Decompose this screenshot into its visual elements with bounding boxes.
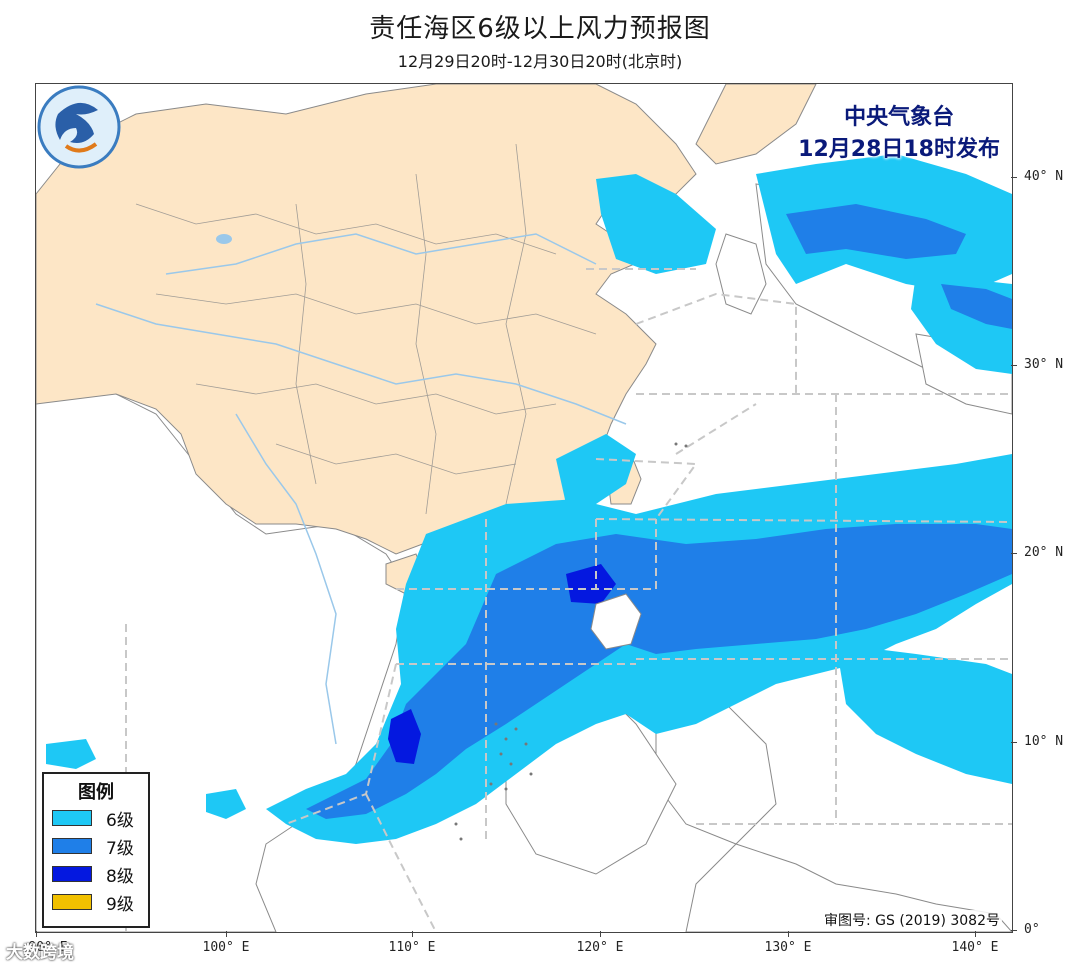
lat-tick (1011, 365, 1017, 366)
legend: 图例 6级 7级 8级 9级 (42, 772, 150, 928)
lat-label-10: 10° N (1024, 734, 1064, 749)
rivers (95, 233, 627, 745)
lat-label-0: 0° (1024, 922, 1040, 937)
province-borders (135, 143, 597, 515)
lat-tick (1011, 553, 1017, 554)
lake-icon (216, 234, 232, 244)
lat-label-40: 40° N (1024, 169, 1064, 184)
legend-label: 6级 (106, 810, 134, 831)
lon-label-100: 100° E (202, 940, 250, 955)
hainan-island (590, 593, 642, 650)
legend-label: 9级 (106, 894, 134, 915)
legend-item: 7级 (44, 832, 148, 860)
lat-tick (1011, 742, 1017, 743)
lat-label-30: 30° N (1024, 357, 1064, 372)
map-canvas (36, 84, 1012, 932)
legend-label: 8级 (106, 866, 134, 887)
lon-label-120: 120° E (576, 940, 624, 955)
legend-label: 7级 (106, 838, 134, 859)
legend-title: 图例 (78, 782, 114, 803)
lat-tick (1011, 177, 1017, 178)
lon-tick (788, 931, 789, 937)
lon-label-130: 130° E (764, 940, 812, 955)
forecast-period: 12月29日20时-12月30日20时(北京时) (397, 52, 683, 71)
forecast-zone-lines (125, 268, 1012, 932)
legend-item: 6级 (44, 804, 148, 832)
legend-item: 8级 (44, 860, 148, 888)
lon-tick (36, 931, 37, 937)
cma-logo-icon (37, 85, 121, 169)
legend-swatch-level-8 (52, 866, 92, 882)
map-title: 责任海区6级以上风力预报图 (369, 14, 711, 44)
legend-swatch-level-9 (52, 894, 92, 910)
lat-tick (1011, 930, 1017, 931)
lon-label-90: 90° E (28, 940, 68, 955)
issuer-block: 中央气象台 12月28日18时发布 (798, 102, 1000, 166)
wind-forecast-map: 中央气象台 12月28日18时发布 图例 6级 7级 8级 9级 审图号: GS… (35, 83, 1013, 933)
issuer-name: 中央气象台 (844, 105, 955, 130)
legend-swatch-level-6 (52, 810, 92, 826)
approval-number: 审图号: GS (2019) 3082号 (822, 910, 1002, 930)
issue-time: 12月28日18时发布 (798, 137, 1000, 162)
wind-level-8-areas (388, 564, 616, 764)
legend-item: 9级 (44, 888, 148, 916)
small-islands (454, 442, 688, 841)
lon-label-110: 110° E (388, 940, 436, 955)
lon-tick (412, 931, 413, 937)
wind-level-7-areas (306, 204, 1012, 819)
watermark: 大数跨境 (6, 943, 74, 963)
lon-label-140: 140° E (951, 940, 999, 955)
lat-label-20: 20° N (1024, 545, 1064, 560)
lon-tick (975, 931, 976, 937)
lon-tick (226, 931, 227, 937)
lon-tick (600, 931, 601, 937)
legend-swatch-level-7 (52, 838, 92, 854)
